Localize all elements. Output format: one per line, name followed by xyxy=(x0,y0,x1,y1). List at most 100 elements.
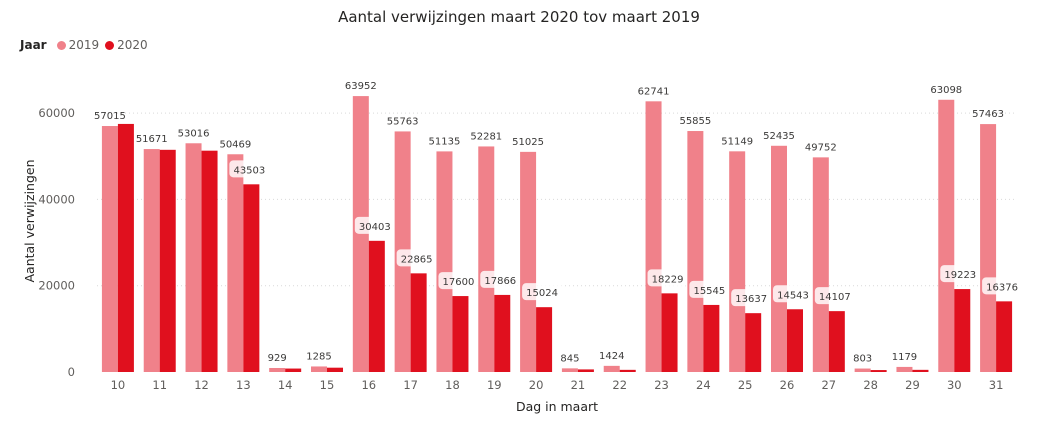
bar-2019-21 xyxy=(561,368,578,372)
data-label-box-2020 xyxy=(522,283,563,301)
bar-2020-21 xyxy=(577,369,594,372)
bar-2019-29 xyxy=(896,366,913,372)
bar-2020-31 xyxy=(996,301,1013,372)
chart-title: Aantal verwijzingen maart 2020 tov maart… xyxy=(338,8,700,26)
bar-2019-11 xyxy=(143,149,160,372)
legend-item-2019[interactable]: 2019 xyxy=(56,38,99,52)
bar-2019-23 xyxy=(645,101,662,373)
y-tick-label: 0 xyxy=(68,365,75,379)
data-label-2020: 18229 xyxy=(652,274,684,285)
bar-2019-26 xyxy=(771,145,787,372)
data-label-2020: 22865 xyxy=(401,254,433,265)
bar-2020-20 xyxy=(536,307,553,372)
bar-2019-12 xyxy=(185,143,202,372)
y-tick-label: 40000 xyxy=(38,192,75,206)
data-label-box-2020 xyxy=(354,216,395,234)
bar-2020-14 xyxy=(285,368,302,372)
data-label-2020: 43503 xyxy=(233,165,265,176)
data-label-2019: 929 xyxy=(268,353,287,364)
data-label-2019: 62741 xyxy=(638,86,670,97)
data-label-2020: 17866 xyxy=(484,276,516,287)
bar-2020-25 xyxy=(745,313,762,372)
x-tick-label: 25 xyxy=(738,378,753,392)
data-label-2020: 15024 xyxy=(526,288,558,299)
data-label-2019: 1424 xyxy=(599,351,624,362)
x-tick-label: 16 xyxy=(361,378,376,392)
data-label-box-2020 xyxy=(982,277,1023,295)
x-tick-label: 31 xyxy=(989,378,1004,392)
data-label-box-2020 xyxy=(940,265,981,283)
x-tick-label: 17 xyxy=(403,378,418,392)
bar-2020-15 xyxy=(327,367,343,372)
data-label-2019: 49752 xyxy=(805,142,837,153)
data-label-box-2020 xyxy=(731,289,772,307)
bar-2020-23 xyxy=(661,293,678,372)
legend-dot-2020 xyxy=(105,40,115,50)
bar-2020-17 xyxy=(410,273,427,372)
bar-2020-10 xyxy=(117,123,134,372)
bar-2019-27 xyxy=(812,157,829,372)
bar-2020-13 xyxy=(243,184,260,372)
x-tick-label: 30 xyxy=(947,378,962,392)
bar-2019-15 xyxy=(311,366,327,372)
legend-item-2020[interactable]: 2020 xyxy=(105,38,148,52)
bar-2019-10 xyxy=(101,126,118,372)
data-label-2019: 51671 xyxy=(136,134,168,145)
data-label-2019: 845 xyxy=(560,353,579,364)
x-tick-label: 29 xyxy=(905,378,920,392)
data-label-2020: 14107 xyxy=(819,292,851,303)
data-label-box-2020 xyxy=(647,269,688,287)
bar-2019-20 xyxy=(520,151,537,372)
data-label-2020: 15545 xyxy=(693,286,725,297)
data-label-2019: 63098 xyxy=(930,85,962,96)
x-tick-label: 28 xyxy=(863,378,878,392)
data-label-2020: 30403 xyxy=(359,222,391,233)
bar-2020-27 xyxy=(828,311,845,372)
legend-title: Jaar xyxy=(20,38,47,52)
data-label-box-2020 xyxy=(814,287,855,305)
bar-2019-18 xyxy=(436,151,453,372)
bar-2020-30 xyxy=(954,289,971,372)
data-label-2019: 51135 xyxy=(429,136,461,147)
y-axis-label: Aantal verwijzingen xyxy=(22,159,37,282)
bar-2020-18 xyxy=(452,296,469,372)
x-tick-label: 19 xyxy=(487,378,502,392)
bar-2020-28 xyxy=(870,370,887,372)
x-tick-label: 24 xyxy=(696,378,711,392)
data-label-2019: 803 xyxy=(853,354,872,365)
bar-2019-31 xyxy=(980,124,997,373)
data-label-2019: 57463 xyxy=(972,109,1004,120)
legend-label-2020: 2020 xyxy=(117,38,148,52)
bar-2020-26 xyxy=(787,309,803,372)
data-label-2019: 53016 xyxy=(178,128,210,139)
bar-2020-24 xyxy=(703,304,720,372)
x-tick-label: 10 xyxy=(111,378,126,392)
bar-2019-28 xyxy=(854,368,871,372)
bar-2019-13 xyxy=(227,154,244,372)
data-label-box-2020 xyxy=(229,160,270,178)
data-label-2019: 55763 xyxy=(387,116,419,127)
bar-2020-29 xyxy=(912,369,929,372)
x-tick-label: 13 xyxy=(236,378,251,392)
y-tick-label: 20000 xyxy=(38,279,75,293)
data-label-2019: 52435 xyxy=(763,131,795,142)
data-label-2020: 16376 xyxy=(986,282,1018,293)
data-label-2019: 50469 xyxy=(219,139,251,150)
bar-2020-16 xyxy=(368,240,385,372)
bar-2019-22 xyxy=(603,365,620,372)
bar-2020-11 xyxy=(159,149,176,372)
bar-2019-19 xyxy=(478,146,495,372)
x-tick-label: 20 xyxy=(529,378,544,392)
x-tick-label: 27 xyxy=(821,378,836,392)
legend-dot-2019 xyxy=(56,40,66,50)
x-tick-label: 23 xyxy=(654,378,669,392)
data-label-2019: 63952 xyxy=(345,81,377,92)
data-label-box-2020 xyxy=(396,249,437,267)
bar-2019-14 xyxy=(269,367,286,372)
bar-2020-22 xyxy=(619,369,636,372)
x-tick-label: 26 xyxy=(780,378,795,392)
x-tick-label: 15 xyxy=(320,378,335,392)
data-label-2019: 55855 xyxy=(679,116,711,127)
data-label-2019: 1179 xyxy=(892,352,917,363)
